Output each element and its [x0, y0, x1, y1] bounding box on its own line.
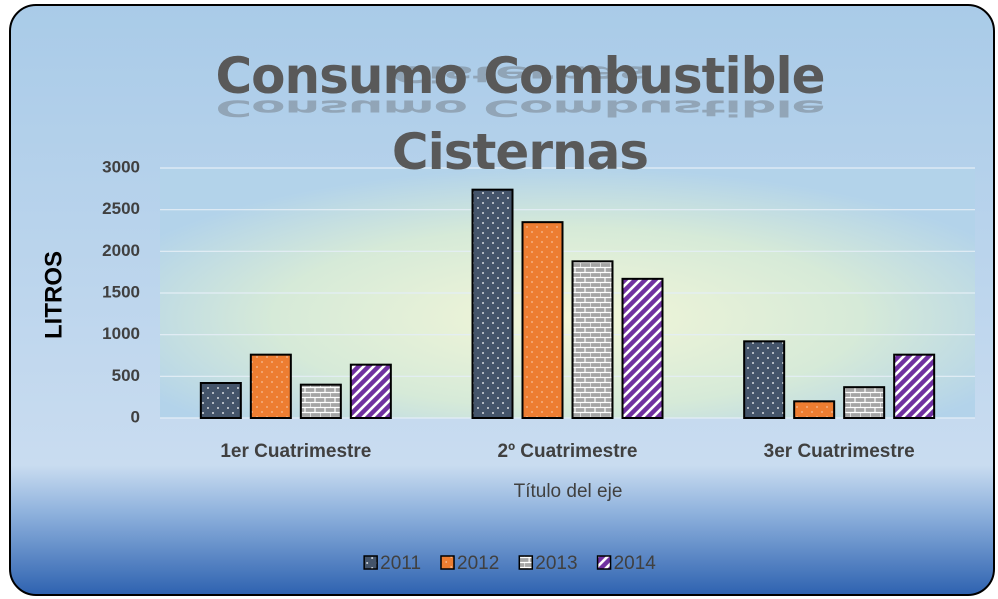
bar	[843, 386, 886, 419]
bar	[521, 221, 564, 419]
legend-swatch	[440, 555, 455, 570]
legend-swatch	[596, 555, 612, 570]
bar	[793, 400, 836, 420]
x-tick-label: 1er Cuatrimestre	[220, 441, 371, 462]
legend-label: 2012	[457, 553, 499, 574]
y-tick-label: 0	[131, 407, 140, 426]
bar	[893, 353, 936, 419]
bar	[471, 188, 514, 419]
bar	[349, 363, 392, 419]
y-tick-label: 3000	[102, 157, 140, 176]
chart-title: Consumo Combustible Cisternas	[215, 47, 825, 181]
y-tick-label: 1500	[102, 282, 140, 301]
y-tick-label: 500	[112, 366, 140, 385]
legend-swatch	[363, 555, 378, 570]
legend: 2011 2012 2013 2014	[363, 553, 657, 574]
x-tick-label: 2º Cuatrimestre	[498, 441, 638, 462]
bar	[249, 353, 292, 419]
legend-label: 2013	[535, 553, 577, 574]
bar	[299, 383, 342, 419]
legend-label: 2011	[380, 553, 421, 574]
bar	[621, 277, 664, 420]
x-tick-label: 3er Cuatrimestre	[764, 441, 915, 462]
bar	[199, 382, 242, 419]
y-tick-label: 2000	[102, 241, 140, 260]
y-axis-title: LITROS	[40, 251, 67, 339]
bar	[571, 260, 614, 420]
legend-label: 2014	[614, 553, 657, 574]
y-tick-label: 1000	[102, 324, 140, 343]
bar	[743, 340, 786, 420]
y-tick-label: 2500	[102, 199, 140, 218]
legend-swatch	[518, 555, 534, 570]
x-axis-title: Título del eje	[514, 481, 623, 502]
